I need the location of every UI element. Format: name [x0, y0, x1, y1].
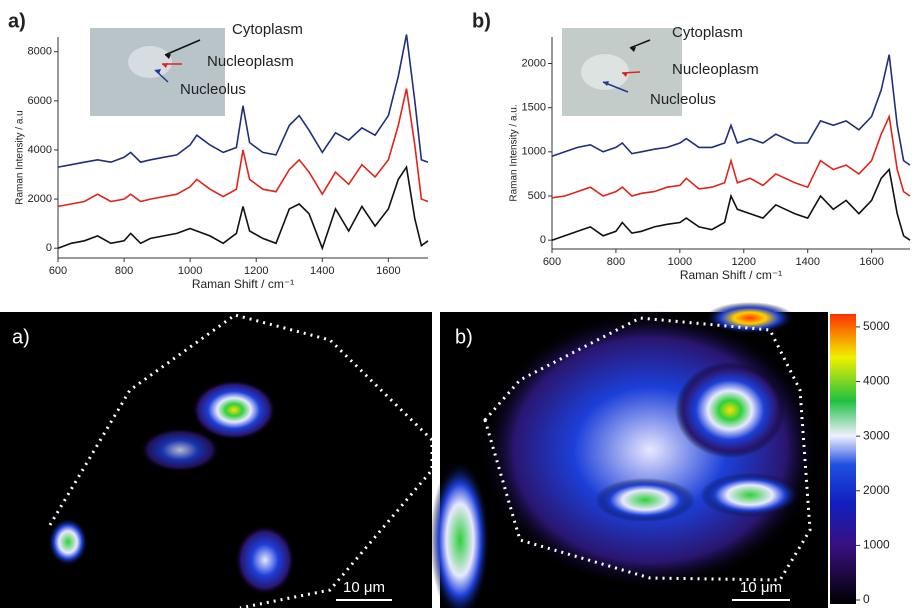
y-tick-label: 500	[528, 190, 546, 202]
annotation: Nucleolus	[650, 91, 716, 108]
y-tick-label: 1000	[522, 146, 546, 158]
x-tick-label: 1200	[732, 256, 756, 268]
figure: 020004000600080006008001000120014001600R…	[0, 0, 919, 608]
x-tick-label: 1000	[668, 256, 692, 268]
colorbar-tick-label: 0	[863, 592, 870, 606]
y-tick-label: 4000	[28, 144, 52, 156]
signal-spot	[595, 478, 695, 522]
signal-spot	[140, 428, 220, 472]
x-tick-label: 1400	[795, 256, 819, 268]
colorbar-tick-label: 1000	[863, 538, 890, 552]
scale-bar-label: 10 μm	[343, 579, 385, 596]
annotation: Nucleoplasm	[207, 53, 294, 70]
x-tick-label: 1400	[310, 265, 334, 277]
signal-spot	[235, 525, 295, 595]
map-panel-label: b)	[455, 326, 473, 348]
y-tick-label: 8000	[28, 46, 52, 58]
y-tick-label: 0	[46, 242, 52, 254]
x-axis-label: Raman Shift / cm⁻¹	[680, 268, 782, 282]
colorbar-tick-label: 4000	[863, 374, 890, 388]
cell-nucleus	[581, 54, 629, 90]
x-tick-label: 1200	[244, 265, 268, 277]
x-tick-label: 600	[543, 256, 561, 268]
y-tick-label: 0	[540, 234, 546, 246]
panel-label: b)	[472, 10, 491, 32]
x-tick-label: 1600	[376, 265, 400, 277]
signal-spot	[705, 302, 795, 334]
colorbar-tick-label: 2000	[863, 483, 890, 497]
spectrum-line	[58, 167, 428, 248]
y-axis-label: Raman Intensity / a.u	[15, 110, 26, 205]
signal-spot	[48, 518, 88, 566]
x-tick-label: 1000	[178, 265, 202, 277]
x-tick-label: 600	[49, 265, 67, 277]
y-axis-label: Raman Intensity / a.u.	[509, 104, 520, 201]
colorbar	[830, 314, 856, 604]
cell-nucleus	[128, 46, 172, 78]
y-tick-label: 1500	[522, 102, 546, 114]
signal-spot	[480, 310, 820, 590]
signal-spot	[675, 362, 785, 458]
signal-spot	[700, 473, 800, 517]
colorbar-tick-label: 3000	[863, 428, 890, 442]
annotation: Nucleoplasm	[672, 61, 759, 78]
annotation: Cytoplasm	[232, 21, 303, 38]
scale-bar-label: 10 μm	[740, 579, 782, 596]
spectrum-line	[552, 170, 910, 241]
x-tick-label: 800	[115, 265, 133, 277]
y-tick-label: 2000	[28, 193, 52, 205]
signal-spot	[192, 380, 276, 440]
panel-label: a)	[8, 10, 26, 32]
annotation: Cytoplasm	[672, 24, 743, 41]
y-tick-label: 6000	[28, 95, 52, 107]
x-axis-label: Raman Shift / cm⁻¹	[192, 277, 294, 291]
x-tick-label: 800	[607, 256, 625, 268]
map-panel-label: a)	[12, 326, 30, 348]
x-tick-label: 1600	[859, 256, 883, 268]
colorbar-tick-label: 5000	[863, 319, 890, 333]
annotation: Nucleolus	[180, 81, 246, 98]
y-tick-label: 2000	[522, 57, 546, 69]
